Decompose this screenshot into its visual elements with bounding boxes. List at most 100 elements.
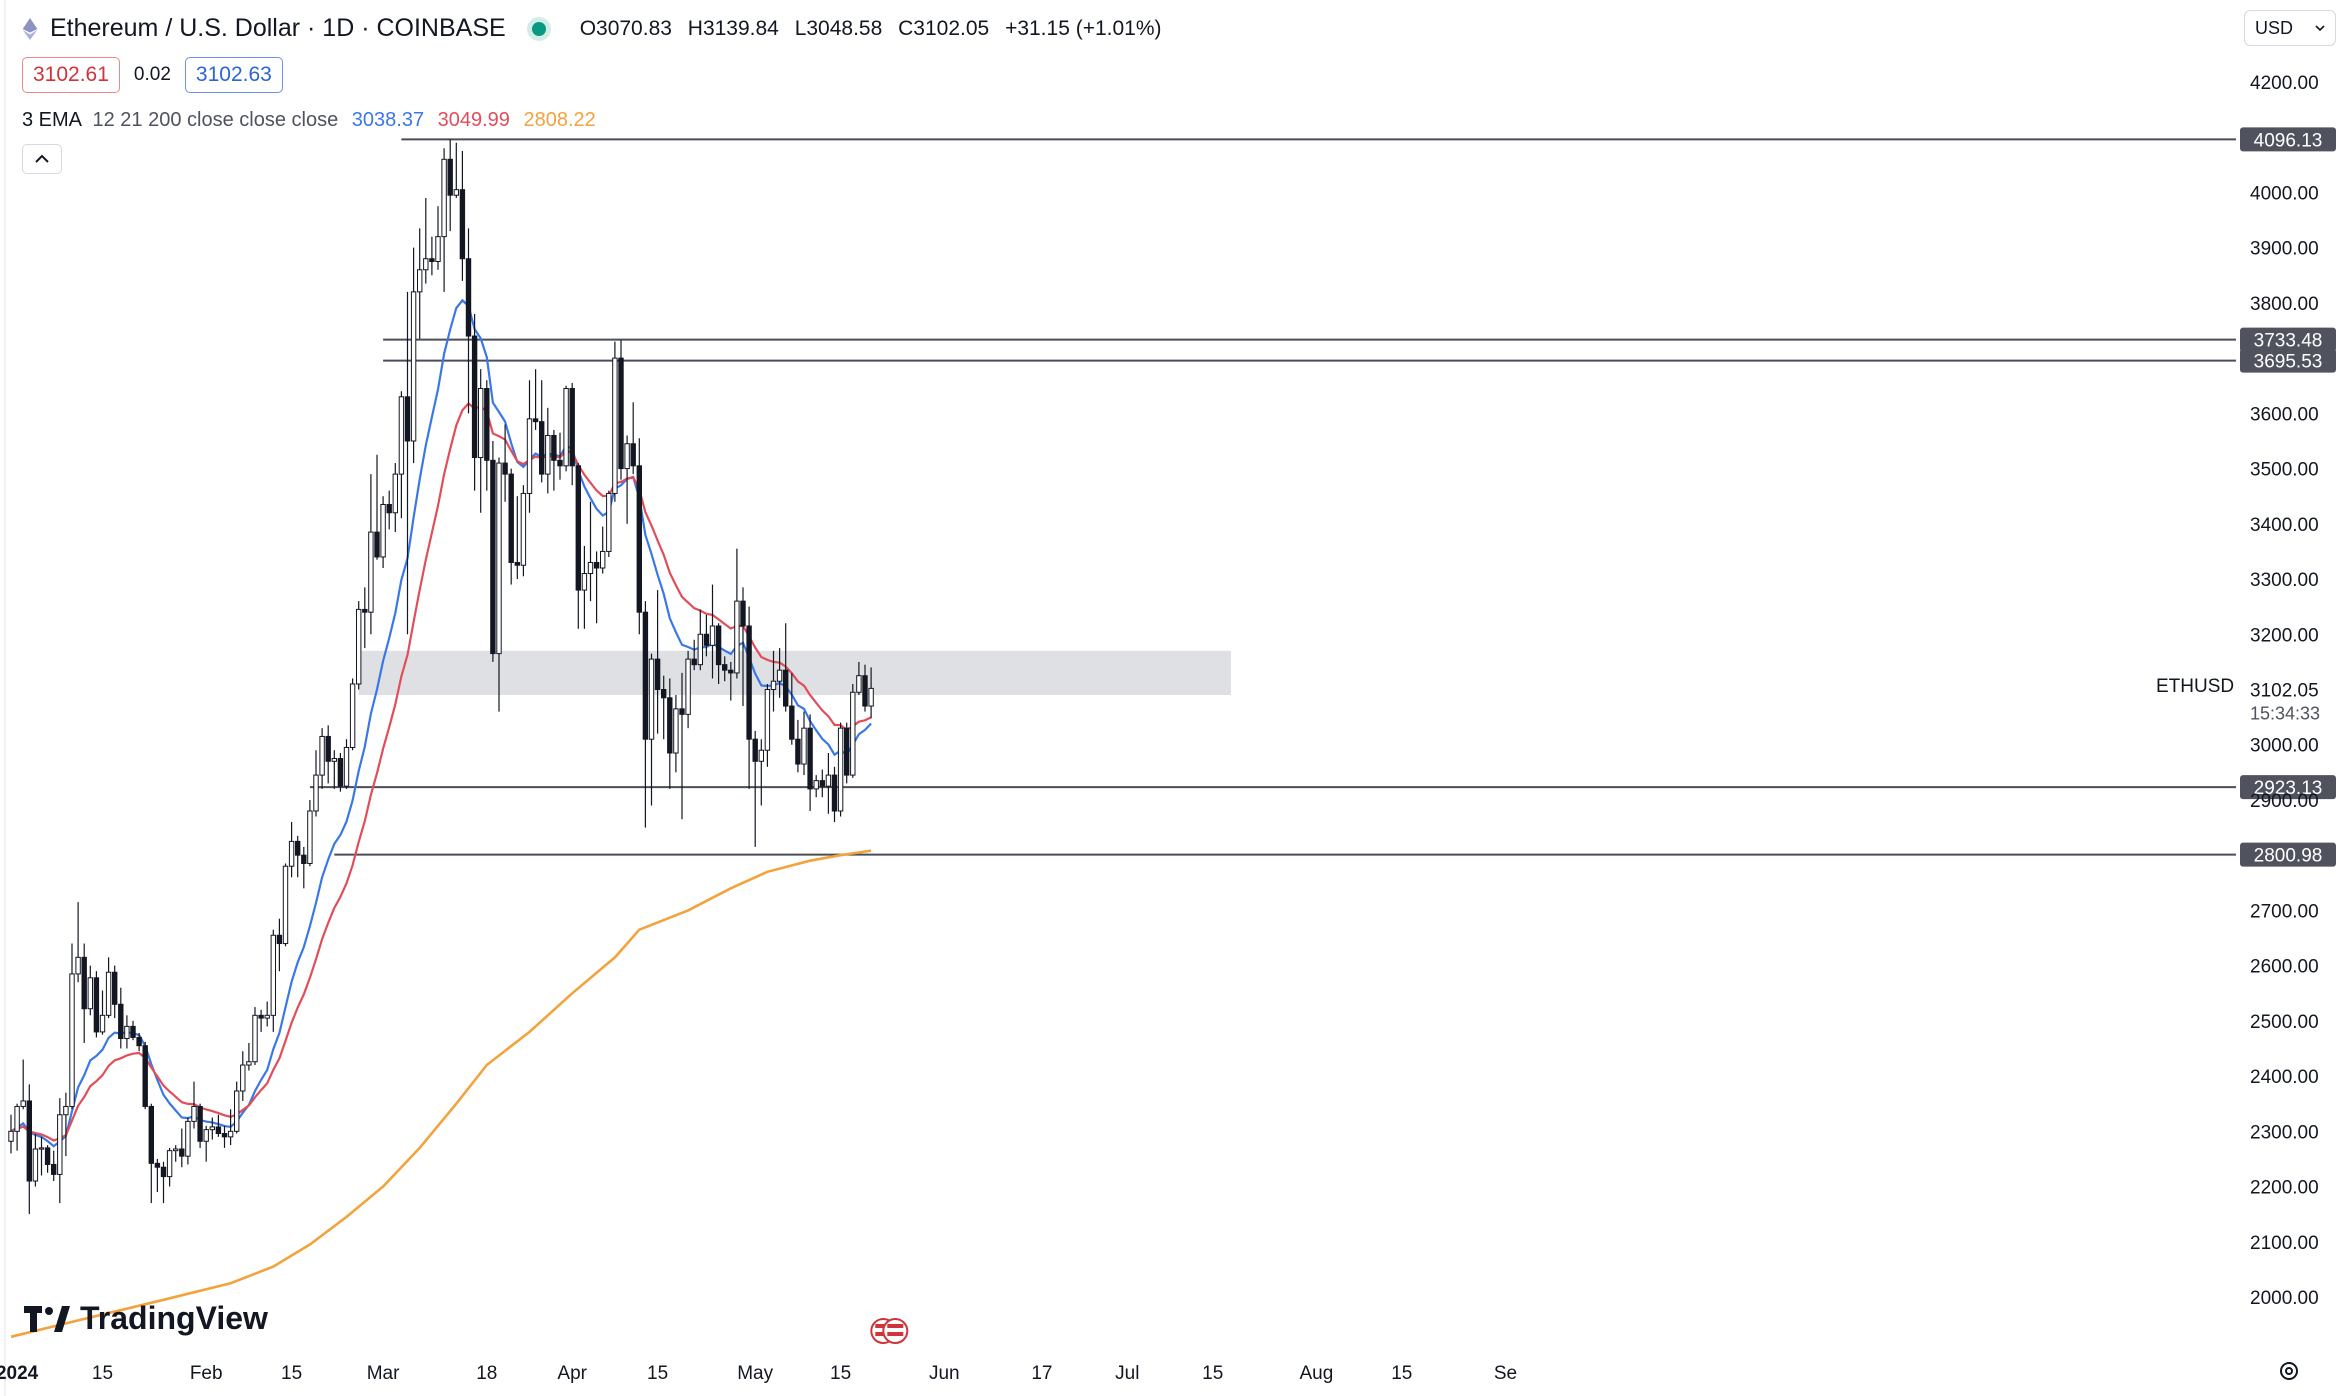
candle[interactable] (679, 672, 685, 820)
candle[interactable] (581, 545, 588, 629)
candle[interactable] (612, 341, 618, 502)
candle[interactable] (630, 402, 636, 475)
candle[interactable] (234, 1081, 240, 1134)
candle[interactable] (856, 661, 862, 696)
candle[interactable] (478, 369, 484, 513)
candle[interactable] (14, 1103, 20, 1151)
candle[interactable] (459, 151, 466, 281)
candle[interactable] (770, 650, 777, 712)
candle[interactable] (453, 142, 460, 198)
candle[interactable] (776, 648, 783, 698)
candle[interactable] (441, 148, 447, 292)
candle[interactable] (142, 1041, 148, 1110)
candle[interactable] (435, 206, 441, 270)
candle[interactable] (295, 835, 301, 878)
candle[interactable] (325, 725, 331, 784)
candle[interactable] (844, 722, 850, 784)
candle[interactable] (764, 683, 771, 767)
candle[interactable] (648, 653, 655, 806)
candle[interactable] (368, 474, 374, 635)
candle[interactable] (813, 775, 819, 798)
candle[interactable] (636, 438, 642, 635)
candle[interactable] (356, 601, 362, 690)
candle[interactable] (685, 650, 691, 729)
candle[interactable] (752, 730, 758, 847)
candle[interactable] (26, 1084, 33, 1215)
candle[interactable] (447, 139, 453, 232)
candle[interactable] (197, 1103, 203, 1148)
candle[interactable] (557, 432, 563, 480)
candle[interactable] (740, 587, 746, 707)
candle[interactable] (130, 1020, 136, 1041)
candle[interactable] (795, 719, 801, 773)
candle[interactable] (496, 457, 502, 712)
candle[interactable] (185, 1117, 191, 1165)
candle[interactable] (264, 1001, 270, 1027)
candle[interactable] (124, 1015, 130, 1049)
candle[interactable] (667, 678, 673, 789)
candle[interactable] (819, 769, 825, 798)
candle[interactable] (386, 490, 392, 530)
candle[interactable] (380, 496, 386, 568)
candle[interactable] (783, 623, 789, 712)
candle[interactable] (81, 943, 87, 1043)
candle[interactable] (807, 714, 813, 811)
candle[interactable] (642, 601, 649, 828)
candle[interactable] (203, 1125, 209, 1162)
candle[interactable] (374, 454, 380, 560)
candle[interactable] (429, 236, 435, 276)
candle[interactable] (484, 380, 490, 491)
candle[interactable] (343, 739, 350, 789)
candle[interactable] (539, 380, 545, 483)
candle[interactable] (789, 672, 795, 745)
currency-selector[interactable]: USD (2244, 10, 2336, 46)
candle[interactable] (51, 1150, 57, 1182)
candle[interactable] (587, 501, 594, 602)
ema-indicator-legend[interactable]: 3 EMA 12 21 200 close close close 3038.3… (22, 109, 1172, 132)
candle[interactable] (44, 1145, 51, 1173)
candle[interactable] (654, 590, 661, 734)
candle[interactable] (112, 965, 118, 1019)
symbol-title[interactable]: Ethereum / U.S. Dollar · 1D · COINBASE (50, 14, 506, 42)
candle[interactable] (118, 987, 124, 1049)
candle[interactable] (252, 1007, 258, 1066)
candle[interactable] (63, 1092, 69, 1157)
candle[interactable] (179, 1128, 185, 1168)
candle[interactable] (404, 291, 411, 635)
candle[interactable] (57, 1098, 63, 1204)
candle[interactable] (136, 1033, 142, 1052)
candle[interactable] (618, 339, 624, 480)
candle[interactable] (331, 750, 338, 789)
candle[interactable] (465, 228, 472, 414)
candle[interactable] (551, 429, 557, 491)
candle[interactable] (831, 766, 838, 823)
candle[interactable] (837, 722, 844, 817)
candle[interactable] (502, 424, 508, 502)
candle[interactable] (148, 1103, 155, 1204)
candle[interactable] (410, 247, 417, 464)
candle[interactable] (850, 683, 856, 778)
candle[interactable] (246, 1042, 252, 1071)
candle[interactable] (349, 678, 356, 751)
tradingview-logo[interactable]: TradingView (24, 1300, 268, 1337)
candle[interactable] (227, 1109, 234, 1146)
candle[interactable] (569, 382, 575, 486)
gear-icon[interactable] (2276, 1358, 2302, 1384)
candle[interactable] (240, 1051, 246, 1101)
candle[interactable] (471, 313, 478, 491)
candle[interactable] (868, 667, 874, 719)
candle[interactable] (703, 614, 710, 657)
candle[interactable] (8, 1114, 14, 1154)
candle[interactable] (319, 728, 325, 789)
candle[interactable] (191, 1081, 197, 1129)
candle[interactable] (722, 656, 728, 682)
candle[interactable] (661, 675, 667, 740)
candle[interactable] (606, 490, 612, 557)
candle[interactable] (514, 496, 520, 580)
candle[interactable] (746, 606, 752, 789)
candle[interactable] (105, 957, 112, 1019)
candle[interactable] (490, 440, 496, 662)
candle[interactable] (734, 548, 740, 679)
candle[interactable] (93, 971, 100, 1038)
candle[interactable] (288, 822, 295, 878)
